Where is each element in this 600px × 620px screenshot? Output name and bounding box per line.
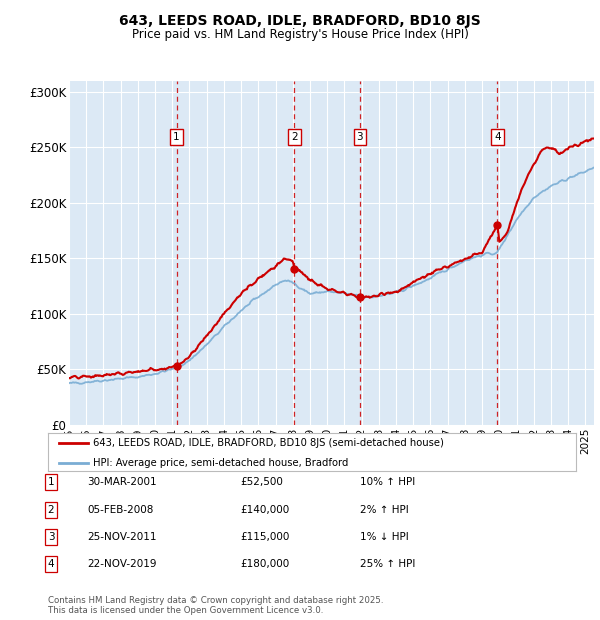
Text: 4: 4 (494, 133, 501, 143)
Text: 1% ↓ HPI: 1% ↓ HPI (360, 532, 409, 542)
Text: 4: 4 (47, 559, 55, 569)
Text: 30-MAR-2001: 30-MAR-2001 (87, 477, 157, 487)
Text: £52,500: £52,500 (240, 477, 283, 487)
Text: 2% ↑ HPI: 2% ↑ HPI (360, 505, 409, 515)
Text: 22-NOV-2019: 22-NOV-2019 (87, 559, 157, 569)
Text: Contains HM Land Registry data © Crown copyright and database right 2025.
This d: Contains HM Land Registry data © Crown c… (48, 596, 383, 615)
Point (172, 361, 181, 371)
Text: 643, LEEDS ROAD, IDLE, BRADFORD, BD10 8JS (semi-detached house): 643, LEEDS ROAD, IDLE, BRADFORD, BD10 8J… (93, 438, 444, 448)
Text: Price paid vs. HM Land Registry's House Price Index (HPI): Price paid vs. HM Land Registry's House … (131, 28, 469, 41)
Point (290, 264, 299, 274)
Text: HPI: Average price, semi-detached house, Bradford: HPI: Average price, semi-detached house,… (93, 458, 348, 467)
Text: 05-FEB-2008: 05-FEB-2008 (87, 505, 154, 515)
Text: £140,000: £140,000 (240, 505, 289, 515)
Point (355, 292, 365, 302)
Text: 643, LEEDS ROAD, IDLE, BRADFORD, BD10 8JS: 643, LEEDS ROAD, IDLE, BRADFORD, BD10 8J… (119, 14, 481, 28)
Text: 10% ↑ HPI: 10% ↑ HPI (360, 477, 415, 487)
Text: £115,000: £115,000 (240, 532, 289, 542)
Text: 1: 1 (47, 477, 55, 487)
Text: 3: 3 (47, 532, 55, 542)
Text: 25% ↑ HPI: 25% ↑ HPI (360, 559, 415, 569)
Text: 1: 1 (173, 133, 180, 143)
Point (493, 220, 502, 230)
Text: 2: 2 (291, 133, 298, 143)
Text: £180,000: £180,000 (240, 559, 289, 569)
Text: 25-NOV-2011: 25-NOV-2011 (87, 532, 157, 542)
Text: 2: 2 (47, 505, 55, 515)
Text: 3: 3 (356, 133, 363, 143)
